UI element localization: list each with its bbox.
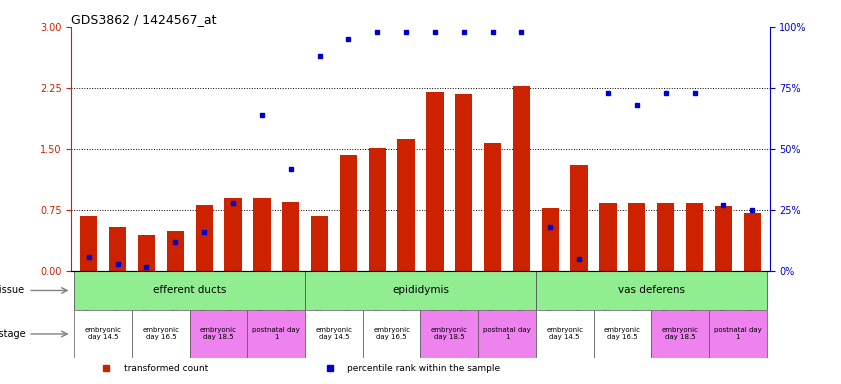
Text: embryonic
day 14.5: embryonic day 14.5 [85,328,122,341]
Bar [686,203,703,271]
Bar [709,310,767,358]
Bar [368,147,386,271]
Bar [479,310,536,358]
Text: embryonic
day 18.5: embryonic day 18.5 [662,328,699,341]
Text: efferent ducts: efferent ducts [153,285,226,295]
Text: postnatal day
1: postnatal day 1 [252,328,300,341]
Text: embryonic
day 16.5: embryonic day 16.5 [373,328,410,341]
Bar [484,144,501,271]
Bar [74,271,305,310]
Bar [536,271,767,310]
Bar [628,203,646,271]
Bar [132,310,190,358]
Bar [542,208,559,271]
Text: postnatal day
1: postnatal day 1 [714,328,762,341]
Bar [657,203,674,271]
Bar [138,235,155,271]
Bar [513,86,530,271]
Text: development stage: development stage [0,329,25,339]
Bar [743,213,761,271]
Bar [715,206,732,271]
Bar [80,216,98,271]
Text: embryonic
day 18.5: embryonic day 18.5 [431,328,468,341]
Bar [362,310,420,358]
Text: transformed count: transformed count [124,364,208,373]
Bar [651,310,709,358]
Bar [426,92,443,271]
Text: epididymis: epididymis [392,285,449,295]
Text: vas deferens: vas deferens [618,285,685,295]
Text: embryonic
day 16.5: embryonic day 16.5 [142,328,179,341]
Text: embryonic
day 16.5: embryonic day 16.5 [604,328,641,341]
Bar [305,271,536,310]
Bar [536,310,594,358]
Text: embryonic
day 14.5: embryonic day 14.5 [315,328,352,341]
Bar [167,231,184,271]
Bar [570,166,588,271]
Bar [253,198,271,271]
Bar [420,310,479,358]
Bar [600,203,616,271]
Bar [190,310,247,358]
Bar [311,216,328,271]
Text: GDS3862 / 1424567_at: GDS3862 / 1424567_at [71,13,217,26]
Bar [340,155,357,271]
Bar [195,205,213,271]
Bar [594,310,651,358]
Text: postnatal day
1: postnatal day 1 [484,328,531,341]
Bar [282,202,299,271]
Bar [398,139,415,271]
Text: embryonic
day 18.5: embryonic day 18.5 [200,328,237,341]
Text: tissue: tissue [0,285,25,295]
Bar [225,198,241,271]
Bar [455,94,473,271]
Bar [74,310,132,358]
Text: embryonic
day 14.5: embryonic day 14.5 [546,328,583,341]
Text: percentile rank within the sample: percentile rank within the sample [347,364,500,373]
Bar [305,310,362,358]
Bar [247,310,305,358]
Bar [109,227,126,271]
